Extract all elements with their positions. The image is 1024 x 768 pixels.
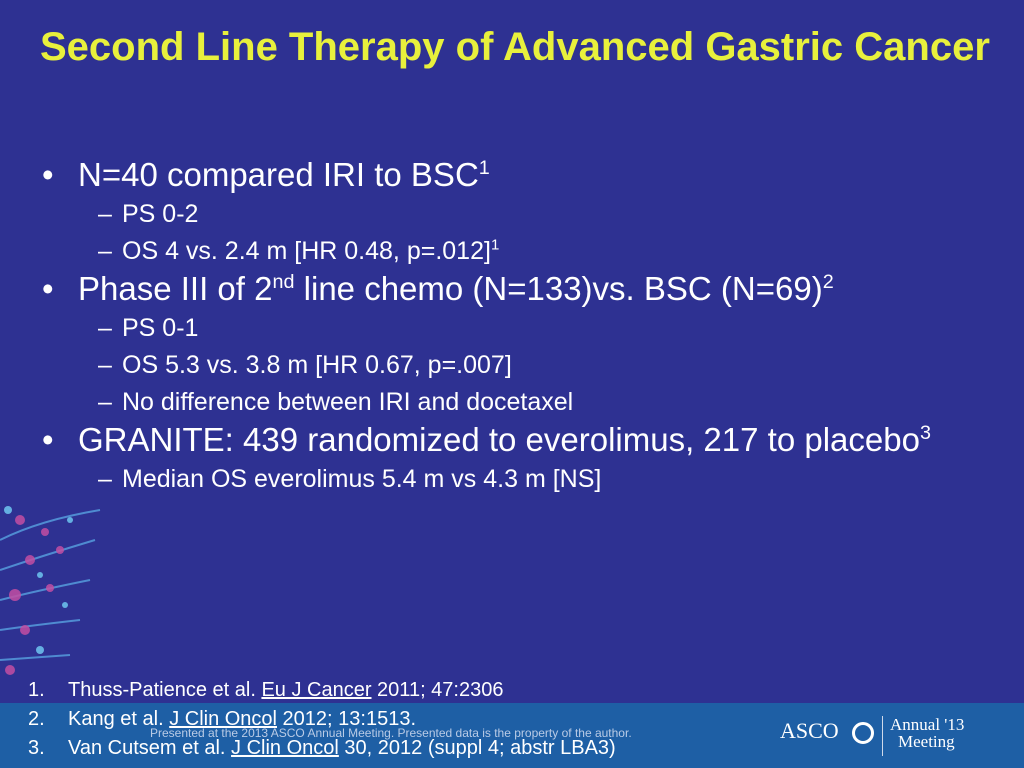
dash-marker: – [98, 465, 112, 493]
sub-bullet-item: – OS 5.3 vs. 3.8 m [HR 0.67, p=.007] [40, 350, 970, 380]
bullet-text: Phase III of 2 [78, 270, 273, 307]
molecule-decoration [0, 506, 101, 675]
sub-bullet-text: No difference between IRI and docetaxel [122, 388, 574, 416]
sub-bullet-text: PS 0-1 [122, 314, 199, 342]
bullet-marker: • [42, 421, 54, 458]
reference-authors: Kang et al. [68, 708, 170, 730]
annual-meeting-line1: Annual '13 [890, 715, 965, 734]
annual-meeting-line2: Meeting [898, 732, 955, 751]
ordinal-suffix: nd [272, 271, 295, 293]
dash-marker: – [98, 388, 112, 416]
dash-marker: – [98, 351, 112, 379]
reference-details: 2011; 47:2306 [371, 679, 504, 701]
footnote-ref: 2 [822, 271, 834, 293]
slide-title: Second Line Therapy of Advanced Gastric … [40, 25, 990, 69]
reference-item: 3. Van Cutsem et al. J Clin Oncol 30, 20… [28, 734, 788, 763]
sub-bullet-text: PS 0-2 [122, 200, 199, 228]
bullet-text: GRANITE: 439 randomized to everolimus, 2… [78, 421, 920, 458]
reference-item: 1. Thuss-Patience et al. Eu J Cancer 201… [28, 676, 788, 705]
bullet-marker: • [42, 270, 54, 307]
reference-number: 2. [28, 708, 45, 730]
asco-logo: ASCO [780, 718, 839, 743]
footnote-ref: 1 [490, 236, 500, 254]
sub-bullet-item: – OS 4 vs. 2.4 m [HR 0.48, p=.012]1 [40, 236, 970, 266]
reference-authors: Thuss-Patience et al. [68, 679, 262, 701]
bullet-text: N=40 compared IRI to BSC [78, 156, 479, 193]
sub-bullet-item: – Median OS everolimus 5.4 m vs 4.3 m [N… [40, 464, 970, 494]
sub-bullet-item: – PS 0-2 [40, 199, 970, 229]
reference-journal: J Clin Oncol [231, 737, 339, 759]
reference-journal: Eu J Cancer [261, 679, 372, 701]
reference-number: 3. [28, 737, 45, 759]
bullet-item: • Phase III of 2nd line chemo (N=133)vs.… [40, 272, 970, 306]
bullet-list: • N=40 compared IRI to BSC1 – PS 0-2 – O… [40, 152, 970, 494]
presentation-notice: Presented at the 2013 ASCO Annual Meetin… [150, 726, 632, 740]
reference-journal: J Clin Oncol [169, 708, 277, 730]
sub-bullet-item: – No difference between IRI and docetaxe… [40, 387, 970, 417]
sub-bullet-text: OS 4 vs. 2.4 m [HR 0.48, p=.012] [122, 237, 491, 265]
dash-marker: – [98, 314, 112, 342]
annual-meeting-logo: Annual '13 Meeting [890, 716, 964, 750]
footnote-ref: 1 [478, 157, 490, 179]
dash-marker: – [98, 237, 112, 265]
logo-divider [882, 716, 883, 756]
bullet-marker: • [42, 156, 54, 193]
reference-authors: Van Cutsem et al. [68, 737, 232, 759]
asco-logo-icon [852, 722, 874, 744]
reference-list: 1. Thuss-Patience et al. Eu J Cancer 201… [28, 676, 788, 763]
sub-bullet-text: OS 5.3 vs. 3.8 m [HR 0.67, p=.007] [122, 351, 512, 379]
sub-bullet-item: – PS 0-1 [40, 313, 970, 343]
reference-item: 2. Kang et al. J Clin Oncol 2012; 13:151… [28, 705, 788, 734]
bullet-text-cont: line chemo (N=133)vs. BSC (N=69) [294, 270, 823, 307]
reference-details: 30, 2012 (suppl 4; abstr LBA3) [338, 737, 616, 759]
reference-number: 1. [28, 679, 45, 701]
sub-bullet-text: Median OS everolimus 5.4 m vs 4.3 m [NS] [122, 465, 602, 493]
reference-details: 2012; 13:1513. [277, 708, 417, 730]
dash-marker: – [98, 200, 112, 228]
bullet-item: • N=40 compared IRI to BSC1 [40, 158, 970, 192]
bullet-item: • GRANITE: 439 randomized to everolimus,… [40, 423, 970, 457]
footnote-ref: 3 [919, 422, 931, 444]
